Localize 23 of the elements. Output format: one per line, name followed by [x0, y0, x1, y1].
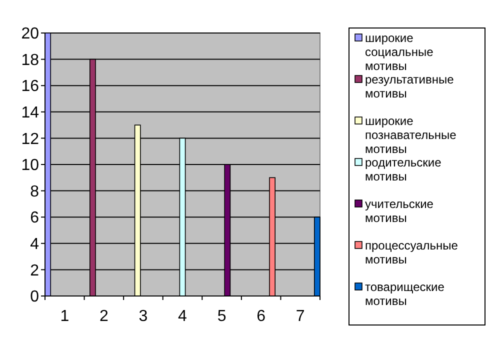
x-tick-label: 6	[256, 308, 266, 325]
y-tick-label: 18	[21, 52, 40, 69]
y-tick-label: 4	[30, 236, 40, 253]
x-tick-label: 3	[138, 308, 148, 325]
y-tick-label: 16	[21, 78, 40, 96]
x-tick-label: 5	[217, 308, 226, 325]
y-tick-label: 10	[21, 157, 40, 174]
legend-label: товарищеские мотивы	[365, 280, 445, 308]
x-tick-label: 1	[60, 308, 70, 325]
y-tick-label: 20	[21, 26, 40, 43]
y-tick-label: 8	[30, 183, 40, 200]
legend-label: результативные мотивы	[365, 72, 454, 101]
x-tick-label: 4	[178, 308, 188, 325]
y-tick-label: 14	[21, 104, 40, 122]
x-tick-label: 7	[296, 308, 305, 325]
y-tick-label: 12	[21, 130, 40, 148]
legend-label: родительские мотивы	[365, 156, 442, 184]
y-tick-label: 2	[30, 262, 40, 280]
x-tick-label: 2	[99, 308, 108, 325]
legend-label: процессуальные мотивы	[365, 238, 458, 267]
y-tick-label: 6	[30, 210, 40, 227]
y-tick-label: 0	[30, 288, 40, 306]
legend-label: учительские мотивы	[365, 197, 434, 226]
